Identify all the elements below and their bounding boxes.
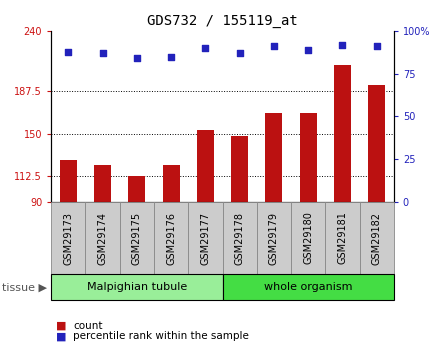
Text: GSM29178: GSM29178 [235, 211, 245, 265]
Text: ■: ■ [56, 321, 66, 331]
Point [202, 45, 209, 51]
Text: GSM29182: GSM29182 [372, 211, 382, 265]
Point [305, 47, 312, 52]
Text: count: count [73, 321, 103, 331]
Bar [128, 176, 146, 202]
Bar [60, 160, 77, 202]
Point [271, 44, 278, 49]
Text: GSM29179: GSM29179 [269, 211, 279, 265]
Bar [231, 136, 248, 202]
Bar [162, 165, 180, 202]
Bar [265, 113, 283, 202]
Text: GSM29174: GSM29174 [97, 211, 108, 265]
Text: GSM29173: GSM29173 [63, 211, 73, 265]
Text: GDS732 / 155119_at: GDS732 / 155119_at [147, 14, 298, 28]
Point [168, 54, 175, 59]
Text: GSM29176: GSM29176 [166, 211, 176, 265]
Bar [197, 130, 214, 202]
Bar [94, 165, 111, 202]
Text: GSM29175: GSM29175 [132, 211, 142, 265]
Point [99, 50, 106, 56]
Text: ■: ■ [56, 332, 66, 341]
Point [373, 44, 380, 49]
Text: whole organism: whole organism [264, 282, 352, 292]
Bar [368, 85, 385, 202]
Text: tissue ▶: tissue ▶ [2, 282, 47, 292]
Point [339, 42, 346, 48]
Text: GSM29177: GSM29177 [200, 211, 210, 265]
Text: percentile rank within the sample: percentile rank within the sample [73, 332, 249, 341]
Bar [334, 65, 351, 202]
Point [236, 50, 243, 56]
Text: GSM29180: GSM29180 [303, 211, 313, 265]
Bar [299, 113, 317, 202]
Text: Malpighian tubule: Malpighian tubule [87, 282, 187, 292]
Point [134, 56, 141, 61]
Text: GSM29181: GSM29181 [337, 211, 348, 265]
Point [65, 49, 72, 54]
